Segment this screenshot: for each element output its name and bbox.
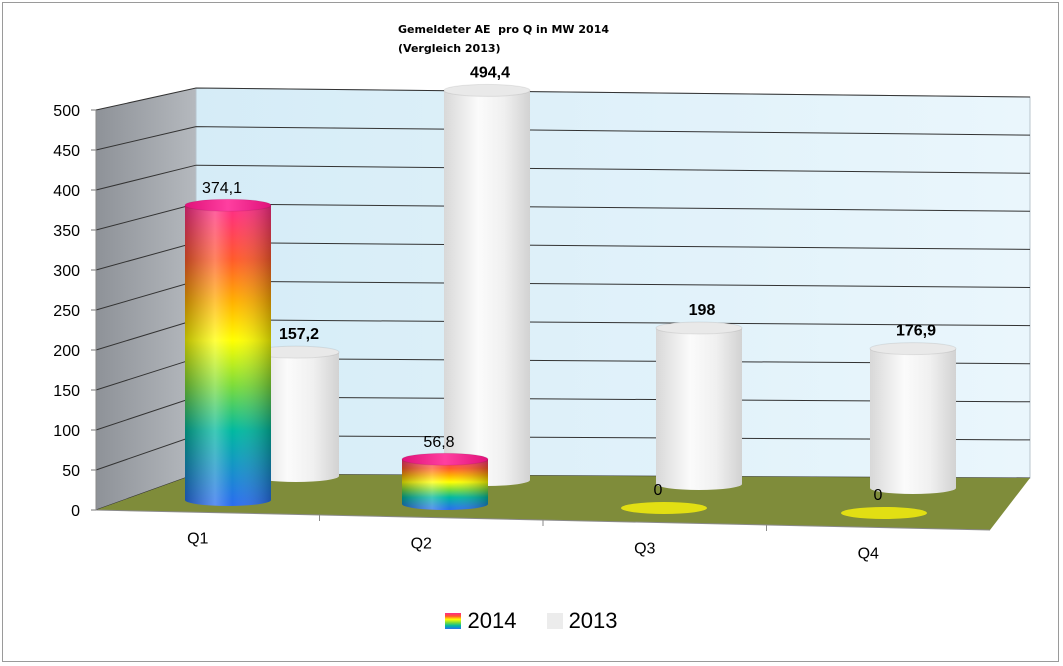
- cylinder-shade: [185, 205, 271, 506]
- zero-marker: [841, 507, 927, 519]
- legend-item-2013: 2013: [546, 608, 618, 634]
- chart-title-block: Gemeldeter AE pro Q in MW 2014 (Vergleic…: [398, 20, 609, 58]
- y-tick-label: 300: [53, 263, 80, 280]
- data-label-2013: 494,4: [470, 64, 510, 81]
- cylinder-body: [444, 90, 530, 486]
- cylinder-top: [443, 83, 531, 97]
- gridline: [95, 164, 1031, 191]
- y-tick-label: 200: [53, 343, 80, 360]
- legend-swatch-2014: [445, 613, 462, 629]
- chart-subtitle: (Vergleich 2013): [398, 42, 501, 55]
- data-label-2014: 0: [654, 482, 663, 499]
- gridline: [95, 126, 1031, 151]
- legend: 2014 2013: [0, 608, 1063, 635]
- side-wall: [96, 88, 196, 510]
- bar-2014-Q2: [401, 452, 489, 510]
- bar-2013-Q1: [252, 345, 340, 482]
- bar-2014-Q3: [621, 502, 707, 514]
- y-tick-label: 250: [53, 303, 80, 320]
- cylinder-shade: [402, 459, 488, 510]
- data-label-2013: 198: [689, 302, 716, 319]
- x-tick-label: Q2: [411, 536, 432, 553]
- y-tick-label: 150: [53, 383, 80, 400]
- cylinder-body: [656, 327, 742, 490]
- data-label-2014: 56,8: [423, 434, 454, 451]
- zero-marker: [621, 502, 707, 514]
- legend-label-2014: 2014: [467, 608, 517, 633]
- y-tick-label: 50: [62, 463, 80, 480]
- y-tick-label: 400: [53, 183, 80, 200]
- legend-label-2013: 2013: [568, 608, 618, 633]
- cylinder-top: [401, 452, 489, 466]
- data-label-2013: 157,2: [279, 326, 319, 343]
- data-label-2014: 374,1: [202, 180, 242, 197]
- gridline: [95, 87, 1031, 111]
- floor: [96, 474, 1030, 530]
- cylinder-body: [870, 348, 956, 494]
- bar-2014-Q1: [184, 198, 272, 506]
- y-tick-label: 450: [53, 143, 80, 160]
- bar-2014-Q4: [841, 507, 927, 519]
- bar-2013-Q3: [655, 321, 743, 490]
- cylinder-top: [655, 321, 743, 335]
- bar-2013-Q2: [443, 83, 531, 486]
- cylinder-top: [184, 198, 272, 212]
- chart-title: Gemeldeter AE pro Q in MW 2014: [398, 23, 609, 36]
- cylinder-body: [253, 352, 339, 482]
- x-tick-label: Q4: [858, 546, 879, 563]
- y-tick-label: 0: [71, 503, 80, 520]
- data-label-2013: 176,9: [896, 323, 936, 340]
- y-tick-label: 500: [53, 103, 80, 120]
- y-tick-label: 100: [53, 423, 80, 440]
- x-tick-label: Q1: [187, 531, 208, 548]
- y-tick-label: 350: [53, 223, 80, 240]
- legend-swatch-2013: [546, 613, 563, 629]
- data-label-2014: 0: [874, 487, 883, 504]
- bar-2013-Q4: [869, 342, 957, 494]
- x-tick-label: Q3: [634, 541, 655, 558]
- legend-item-2014: 2014: [445, 608, 516, 634]
- cylinder-top: [869, 342, 957, 356]
